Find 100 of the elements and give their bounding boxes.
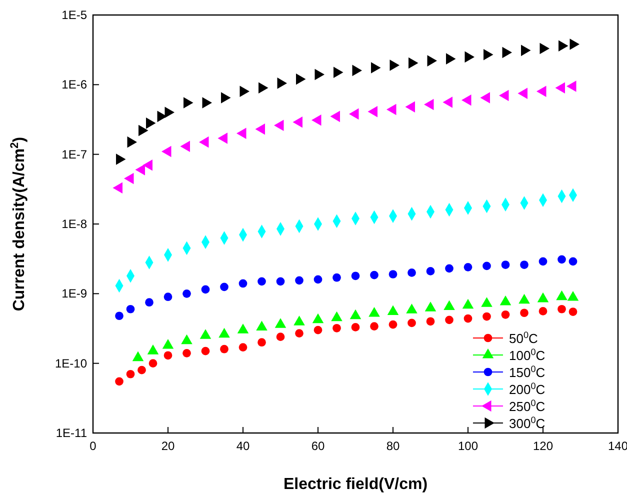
- point: [424, 302, 436, 312]
- point: [126, 370, 135, 378]
- point: [138, 366, 146, 374]
- point: [164, 106, 175, 118]
- point: [351, 323, 360, 332]
- x-tick-label: 100: [458, 439, 478, 453]
- point: [520, 260, 528, 269]
- y-tick-label: 1E-7: [62, 147, 88, 162]
- point: [258, 277, 266, 286]
- point: [238, 343, 248, 352]
- x-tick-label: 80: [386, 439, 400, 453]
- point: [351, 272, 360, 280]
- point: [558, 304, 566, 314]
- y-tick-label: 1E-5: [62, 8, 88, 22]
- point: [568, 308, 578, 316]
- x-tick-label: 40: [236, 439, 250, 453]
- point: [202, 97, 212, 108]
- point: [147, 344, 159, 354]
- legend-label: 300$^{0}$C: [509, 415, 546, 431]
- point: [501, 310, 510, 319]
- point: [464, 314, 472, 323]
- point: [501, 260, 510, 269]
- point: [294, 316, 305, 326]
- point: [333, 66, 344, 78]
- point: [115, 377, 124, 386]
- point: [164, 292, 172, 302]
- y-tick-label: 1E-8: [62, 217, 88, 231]
- legend-label: 200$^{0}$C: [509, 381, 546, 397]
- legend-label: 100$^{0}$C: [509, 347, 546, 363]
- point: [350, 309, 362, 320]
- legend-label: 50$^{0}$C: [509, 330, 538, 346]
- point: [332, 273, 341, 282]
- point: [538, 307, 548, 316]
- legend-label: 250$^{0}$C: [509, 398, 546, 414]
- point: [370, 322, 378, 330]
- point: [464, 263, 472, 272]
- point: [408, 318, 416, 328]
- point: [312, 313, 324, 324]
- x-tick-label: 0: [90, 439, 97, 453]
- point: [555, 82, 566, 94]
- point: [116, 154, 126, 165]
- point: [538, 257, 548, 266]
- legend-label: 150$^{0}$C: [509, 364, 546, 380]
- point: [444, 300, 455, 310]
- y-tick-label: 1E-10: [54, 356, 88, 370]
- point: [481, 297, 492, 307]
- point: [295, 276, 304, 285]
- x-tick-label: 120: [532, 439, 554, 453]
- point: [126, 304, 135, 314]
- point: [567, 291, 579, 301]
- point: [181, 334, 192, 344]
- point: [445, 264, 454, 273]
- point: [314, 326, 322, 334]
- point: [408, 268, 416, 277]
- point: [500, 295, 512, 306]
- point: [406, 304, 418, 314]
- point: [115, 312, 124, 320]
- y-tick-label: 1E-11: [56, 426, 88, 440]
- point: [201, 285, 210, 294]
- point: [220, 92, 231, 104]
- point: [331, 311, 342, 322]
- point: [462, 298, 474, 309]
- point: [556, 290, 568, 300]
- point: [332, 324, 341, 332]
- point: [537, 292, 549, 302]
- point: [164, 351, 172, 360]
- point: [183, 97, 194, 108]
- point: [426, 267, 435, 276]
- point: [182, 348, 191, 358]
- point: [145, 298, 154, 307]
- point: [296, 74, 306, 85]
- point: [445, 316, 454, 324]
- point: [558, 255, 566, 264]
- point: [480, 92, 490, 104]
- y-tick-label: 1E-6: [62, 78, 88, 92]
- point: [238, 279, 248, 288]
- point: [518, 294, 530, 304]
- point: [218, 328, 230, 338]
- point: [370, 62, 381, 74]
- point: [426, 317, 435, 326]
- point: [162, 339, 174, 349]
- point: [148, 359, 158, 368]
- point: [138, 124, 148, 136]
- point: [127, 136, 138, 148]
- point: [237, 324, 249, 334]
- y-tick-label: 1E-9: [62, 286, 88, 301]
- point: [368, 306, 380, 317]
- point: [482, 312, 491, 321]
- point: [182, 289, 191, 298]
- point: [520, 308, 528, 318]
- point: [387, 305, 399, 316]
- point: [314, 275, 322, 284]
- x-tick-label: 60: [311, 439, 325, 453]
- point: [518, 88, 528, 100]
- point: [274, 318, 286, 328]
- point: [220, 282, 228, 292]
- point: [295, 329, 304, 338]
- point: [408, 57, 418, 69]
- point: [256, 320, 268, 330]
- point: [482, 262, 491, 270]
